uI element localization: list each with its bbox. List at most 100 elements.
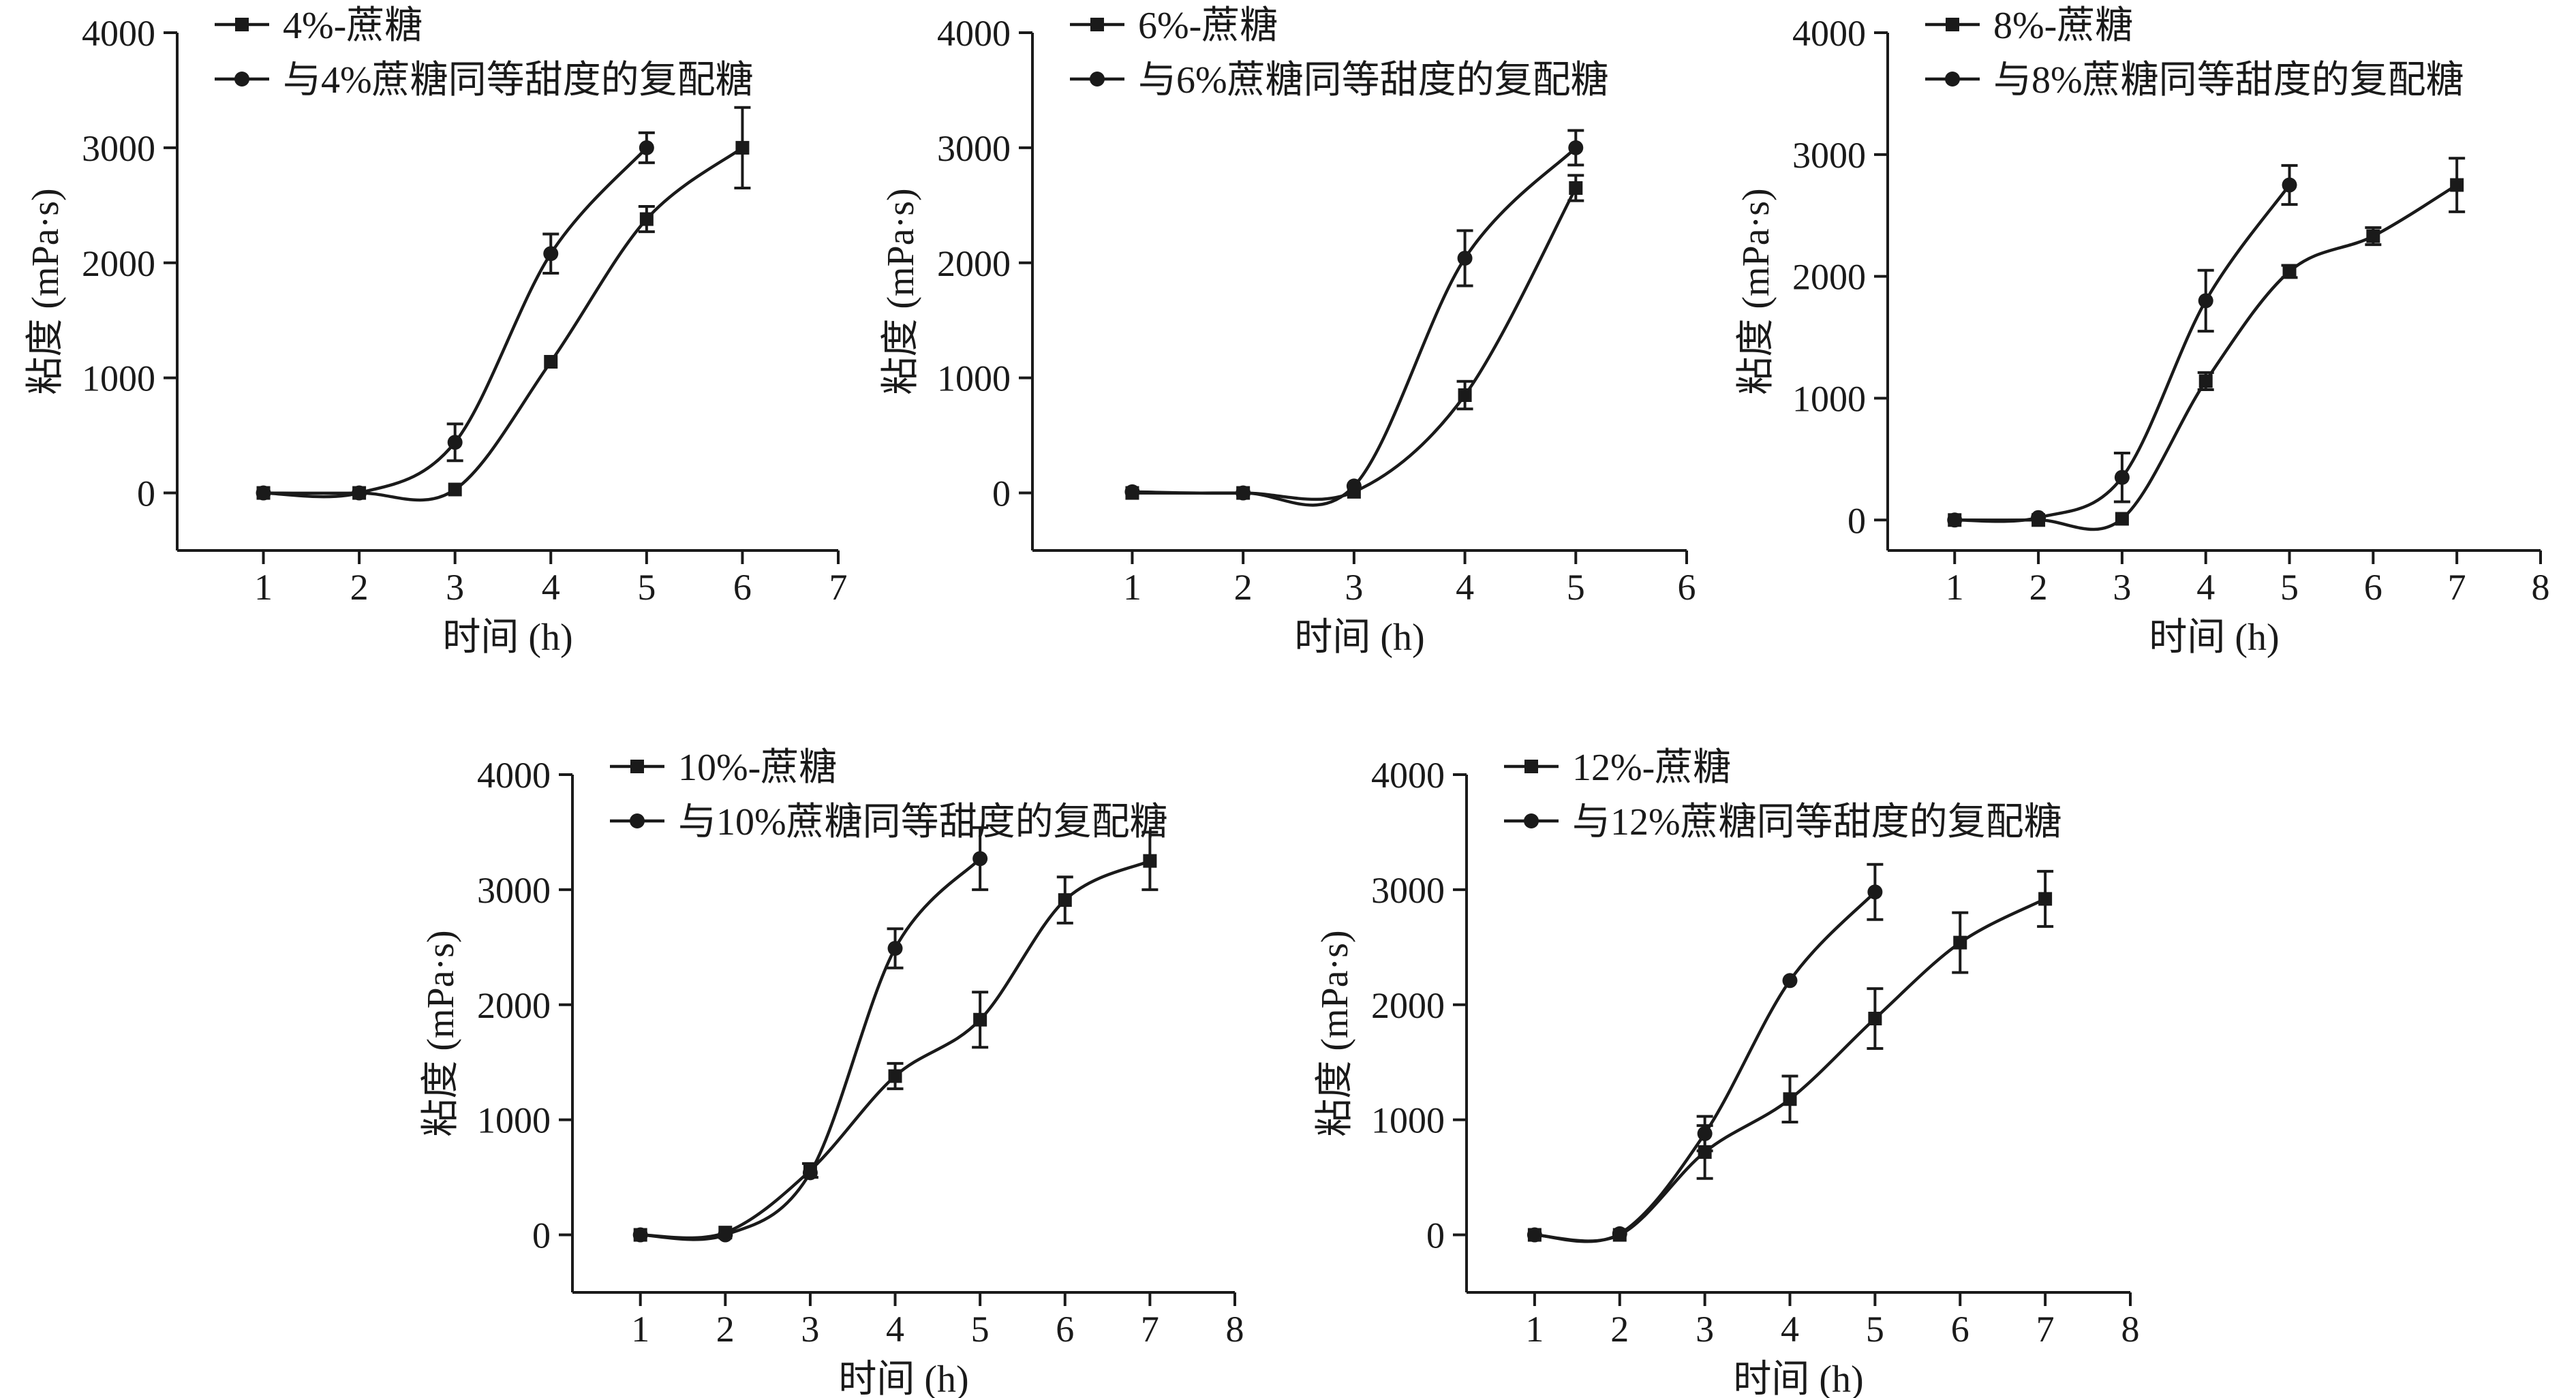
x-tick-label: 1 bbox=[631, 1309, 649, 1350]
data-point bbox=[1568, 140, 1584, 155]
x-tick-label: 6 bbox=[2364, 567, 2382, 608]
legend-marker bbox=[1090, 18, 1104, 31]
y-tick-label: 4000 bbox=[82, 13, 155, 54]
data-point bbox=[718, 1227, 733, 1243]
data-point bbox=[972, 851, 988, 867]
legend-marker bbox=[1524, 760, 1538, 773]
data-point bbox=[887, 941, 903, 957]
y-tick-label: 1000 bbox=[1792, 378, 1866, 419]
x-tick-label: 1 bbox=[1946, 567, 1964, 608]
legend-marker bbox=[235, 18, 249, 31]
data-point bbox=[543, 246, 559, 262]
series-line bbox=[1534, 897, 2046, 1243]
y-tick-label: 4000 bbox=[937, 13, 1011, 54]
x-tick-label: 7 bbox=[829, 567, 848, 608]
legend-label: 与4%蔗糖同等甜度的复配糖 bbox=[283, 59, 754, 102]
data-point bbox=[1124, 484, 1140, 499]
y-tick-label: 0 bbox=[532, 1215, 551, 1256]
series-line bbox=[1132, 187, 1578, 501]
x-tick-label: 7 bbox=[2036, 1309, 2055, 1350]
series-sucrose bbox=[256, 106, 751, 502]
x-tick-label: 3 bbox=[1696, 1309, 1714, 1350]
series-line bbox=[640, 857, 981, 1241]
data-point bbox=[1143, 854, 1157, 868]
series-compound-sugar bbox=[632, 826, 989, 1243]
legend-marker bbox=[630, 760, 644, 773]
data-point bbox=[632, 1227, 648, 1243]
legend-marker bbox=[1524, 813, 1539, 828]
y-tick-label: 4000 bbox=[1371, 755, 1445, 796]
x-tick-label: 5 bbox=[2280, 567, 2299, 608]
series-line bbox=[1954, 184, 2291, 523]
x-tick-label: 3 bbox=[1345, 567, 1363, 608]
series-line bbox=[640, 859, 1151, 1240]
data-point bbox=[2450, 178, 2464, 192]
legend-label: 4%-蔗糖 bbox=[283, 5, 423, 47]
y-tick-label: 2000 bbox=[1371, 985, 1445, 1026]
x-tick-label: 8 bbox=[2121, 1309, 2140, 1350]
y-tick-label: 2000 bbox=[937, 243, 1011, 284]
data-point bbox=[639, 212, 654, 226]
data-point bbox=[2198, 293, 2213, 309]
legend-label: 12%-蔗糖 bbox=[1572, 747, 1731, 789]
series-sucrose bbox=[633, 830, 1159, 1242]
y-tick-label: 0 bbox=[137, 473, 155, 514]
y-tick-label: 0 bbox=[992, 473, 1011, 514]
x-tick-label: 7 bbox=[2448, 567, 2466, 608]
data-point bbox=[448, 482, 462, 497]
data-point bbox=[1697, 1125, 1713, 1141]
data-point bbox=[2031, 510, 2046, 525]
series-sucrose bbox=[1125, 174, 1584, 501]
legend-marker bbox=[1946, 18, 1959, 31]
y-axis-label: 粘度 (mPa·s) bbox=[1314, 930, 1356, 1136]
data-point bbox=[544, 355, 558, 369]
legend-label: 与12%蔗糖同等甜度的复配糖 bbox=[1572, 801, 2062, 843]
x-tick-label: 2 bbox=[350, 567, 369, 608]
legend-marker bbox=[630, 813, 645, 828]
x-tick-label: 2 bbox=[1234, 567, 1253, 608]
x-tick-label: 6 bbox=[1951, 1309, 1969, 1350]
series-line bbox=[263, 146, 648, 499]
y-tick-label: 3000 bbox=[937, 128, 1011, 169]
x-tick-label: 4 bbox=[2196, 567, 2215, 608]
series-compound-sugar bbox=[1947, 164, 2298, 528]
x-tick-label: 6 bbox=[1678, 567, 1696, 608]
legend-label: 10%-蔗糖 bbox=[678, 747, 837, 789]
x-tick-label: 1 bbox=[1123, 567, 1141, 608]
y-tick-label: 2000 bbox=[82, 243, 155, 284]
data-point bbox=[2038, 892, 2053, 906]
y-tick-label: 4000 bbox=[1792, 13, 1866, 54]
series-compound-sugar bbox=[1527, 863, 1884, 1243]
series-sucrose bbox=[1527, 869, 2054, 1243]
data-point bbox=[1612, 1226, 1627, 1241]
data-point bbox=[802, 1165, 818, 1181]
data-point bbox=[256, 485, 271, 501]
x-tick-label: 6 bbox=[733, 567, 752, 608]
x-tick-label: 1 bbox=[1525, 1309, 1544, 1350]
chart-panel-1: 0 1000 2000 3000 4000 1 2 3 4 5 6 7 时间 (h) 粘度 (mPa·s)… bbox=[25, 5, 848, 659]
x-tick-label: 3 bbox=[2113, 567, 2131, 608]
x-tick-label: 8 bbox=[1226, 1309, 1244, 1350]
x-tick-label: 4 bbox=[1781, 1309, 1799, 1350]
legend-label: 8%-蔗糖 bbox=[1993, 5, 2133, 47]
series-line bbox=[1534, 890, 1877, 1243]
chart-panel-4: 0 1000 2000 3000 4000 1 2 3 4 5 6 7 8 时间 (h) 粘度 (mPa·s… bbox=[420, 747, 1244, 1398]
data-point bbox=[1868, 1012, 1882, 1026]
series-line bbox=[1954, 183, 2458, 531]
data-point bbox=[639, 140, 654, 155]
y-tick-label: 3000 bbox=[1371, 870, 1445, 911]
y-tick-label: 2000 bbox=[1792, 257, 1866, 298]
x-axis-label: 时间 (h) bbox=[1733, 1358, 1863, 1398]
data-point bbox=[1346, 478, 1362, 494]
data-point bbox=[1458, 388, 1472, 402]
x-axis-label: 时间 (h) bbox=[838, 1358, 968, 1398]
x-tick-label: 5 bbox=[1567, 567, 1585, 608]
x-tick-label: 4 bbox=[1456, 567, 1474, 608]
legend-label: 与8%蔗糖同等甜度的复配糖 bbox=[1993, 59, 2464, 102]
data-point bbox=[352, 485, 367, 501]
series-line bbox=[1132, 146, 1577, 507]
